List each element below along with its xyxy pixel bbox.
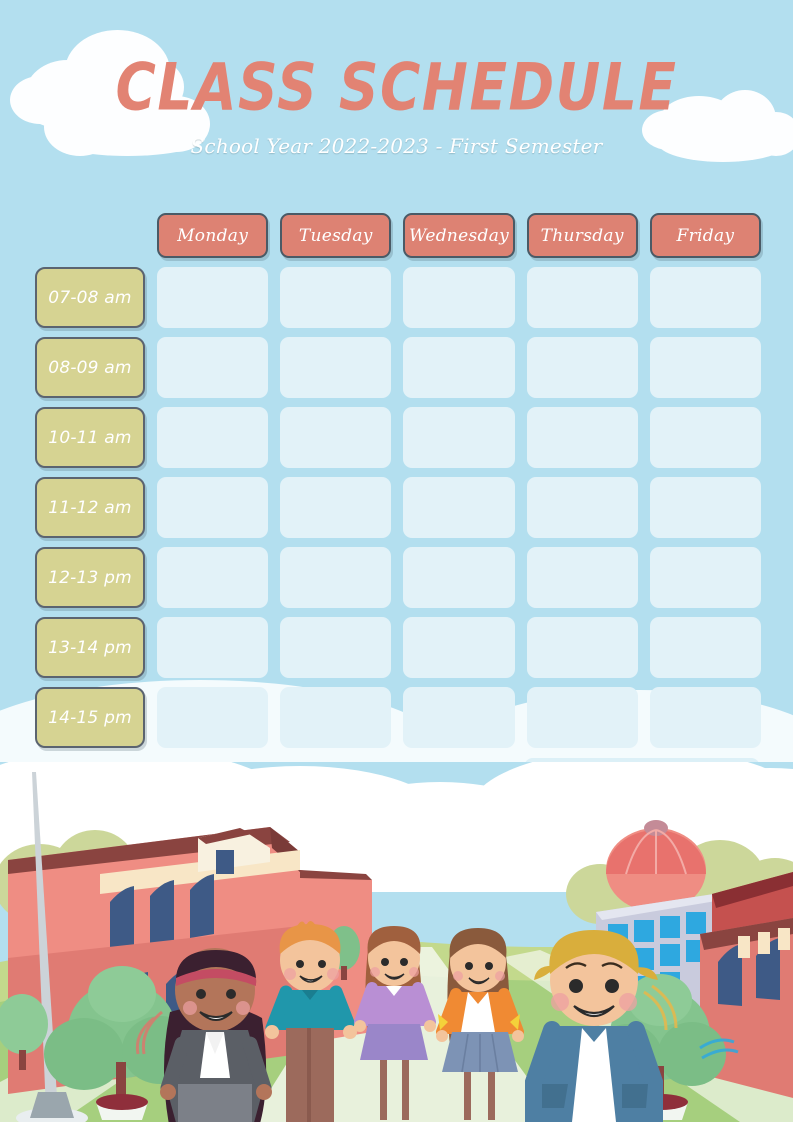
poster-header: CLASS SCHEDULE School Year 2022-2023 - F… bbox=[0, 49, 793, 158]
day-header-monday[interactable]: Monday bbox=[157, 213, 269, 258]
schedule-cell-5-0[interactable] bbox=[157, 617, 269, 678]
schedule-cell-2-2[interactable] bbox=[403, 407, 515, 468]
schedule-cell-6-0[interactable] bbox=[157, 687, 269, 748]
student-girl-purple bbox=[354, 926, 436, 1120]
schedule-cell-3-1[interactable] bbox=[280, 477, 392, 538]
schedule-cell-0-1[interactable] bbox=[280, 267, 392, 328]
school-scene-illustration bbox=[0, 762, 793, 1122]
schedule-row: 07-08 am bbox=[35, 267, 762, 328]
schedule-cell-1-1[interactable] bbox=[280, 337, 392, 398]
day-header-thursday[interactable]: Thursday bbox=[526, 213, 638, 258]
schedule-cell-6-3[interactable] bbox=[526, 687, 638, 748]
schedule-cell-0-4[interactable] bbox=[649, 267, 762, 328]
student-boy-blonde bbox=[525, 930, 678, 1122]
page-title: CLASS SCHEDULE bbox=[115, 49, 678, 125]
day-header-tuesday[interactable]: Tuesday bbox=[280, 213, 392, 258]
schedule-row: 12-13 pm bbox=[35, 547, 762, 608]
schedule-row: 13-14 pm bbox=[35, 617, 762, 678]
schedule-row: 10-11 am bbox=[35, 407, 762, 468]
schedule-cell-2-3[interactable] bbox=[526, 407, 638, 468]
schedule-cell-3-2[interactable] bbox=[403, 477, 515, 538]
building-windows-upper bbox=[110, 874, 214, 950]
page-subtitle: School Year 2022-2023 - First Semester bbox=[190, 133, 603, 158]
hair-ribbons bbox=[438, 1014, 520, 1030]
schedule-cell-2-0[interactable] bbox=[157, 407, 269, 468]
schedule-cell-4-3[interactable] bbox=[526, 547, 638, 608]
schedule-cell-3-0[interactable] bbox=[157, 477, 269, 538]
schedule-cell-4-4[interactable] bbox=[649, 547, 762, 608]
schedule-grid: Monday Tuesday Wednesday Thursday Friday… bbox=[35, 213, 762, 748]
time-slot-2[interactable]: 10-11 am bbox=[35, 407, 145, 468]
time-slot-1[interactable]: 08-09 am bbox=[35, 337, 145, 398]
student-boy-ginger bbox=[265, 921, 357, 1122]
schedule-cell-0-3[interactable] bbox=[526, 267, 638, 328]
schedule-cell-3-4[interactable] bbox=[649, 477, 762, 538]
student-girl-dark-hair bbox=[135, 948, 272, 1122]
schedule-cell-1-0[interactable] bbox=[157, 337, 269, 398]
day-header-wednesday[interactable]: Wednesday bbox=[403, 213, 515, 258]
time-slot-6[interactable]: 14-15 pm bbox=[35, 687, 145, 748]
time-slot-4[interactable]: 12-13 pm bbox=[35, 547, 145, 608]
schedule-cell-2-4[interactable] bbox=[649, 407, 762, 468]
tree-left-small bbox=[0, 994, 48, 1070]
schedule-cell-6-4[interactable] bbox=[649, 687, 762, 748]
schedule-row: 08-09 am bbox=[35, 337, 762, 398]
schedule-cell-5-4[interactable] bbox=[649, 617, 762, 678]
schedule-cell-4-1[interactable] bbox=[280, 547, 392, 608]
flagpole bbox=[16, 772, 88, 1122]
schedule-row: 14-15 pm bbox=[35, 687, 762, 748]
time-slot-5[interactable]: 13-14 pm bbox=[35, 617, 145, 678]
schedule-cell-6-1[interactable] bbox=[280, 687, 392, 748]
motion-arcs-right bbox=[699, 1038, 739, 1060]
day-header-row: Monday Tuesday Wednesday Thursday Friday bbox=[157, 213, 762, 258]
schedule-cell-2-1[interactable] bbox=[280, 407, 392, 468]
day-header-friday[interactable]: Friday bbox=[649, 213, 762, 258]
time-slot-0[interactable]: 07-08 am bbox=[35, 267, 145, 328]
schedule-row: 11-12 am bbox=[35, 477, 762, 538]
schedule-cell-4-2[interactable] bbox=[403, 547, 515, 608]
schedule-cell-5-1[interactable] bbox=[280, 617, 392, 678]
time-slot-3[interactable]: 11-12 am bbox=[35, 477, 145, 538]
schedule-cell-1-2[interactable] bbox=[403, 337, 515, 398]
schedule-cell-6-2[interactable] bbox=[403, 687, 515, 748]
schedule-cell-4-0[interactable] bbox=[157, 547, 269, 608]
schedule-cell-3-3[interactable] bbox=[526, 477, 638, 538]
schedule-cell-0-2[interactable] bbox=[403, 267, 515, 328]
schedule-cell-1-3[interactable] bbox=[526, 337, 638, 398]
schedule-cell-1-4[interactable] bbox=[649, 337, 762, 398]
student-girl-orange bbox=[436, 928, 524, 1120]
schedule-cell-0-0[interactable] bbox=[157, 267, 269, 328]
schedule-cell-5-2[interactable] bbox=[403, 617, 515, 678]
schedule-cell-5-3[interactable] bbox=[526, 617, 638, 678]
